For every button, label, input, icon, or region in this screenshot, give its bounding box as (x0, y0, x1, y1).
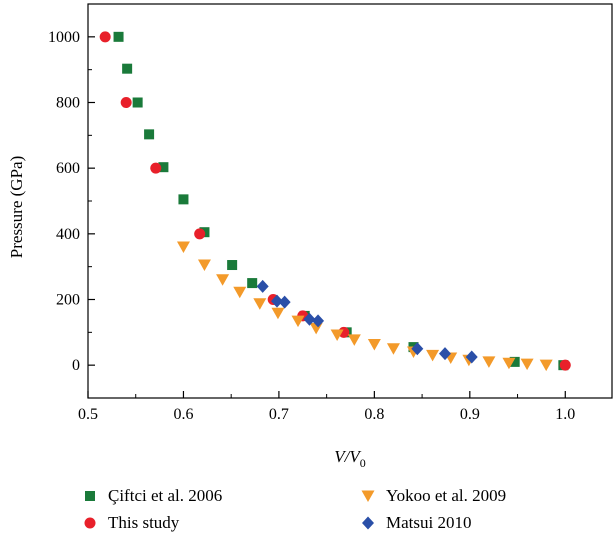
data-point-triangle-down (176, 241, 190, 253)
legend-item: Matsui 2010 (360, 513, 471, 533)
data-point-diamond (271, 294, 283, 308)
scatter-chart: 0.5 0.6 0.7 0.8 0.9 1.0 0 200 400 600 800 1000 Pre… (7, 3, 613, 470)
y-tick-label: 600 (56, 160, 80, 177)
data-point-diamond (312, 314, 325, 328)
data-point-diamond (411, 342, 424, 356)
data-point-triangle-down (253, 298, 267, 310)
data-point-square (158, 162, 169, 173)
y-tick-label: 200 (56, 292, 80, 309)
data-point-diamond (278, 295, 291, 309)
x-tick-label: 1.0 (555, 406, 575, 423)
data-point-triangle-down (502, 357, 516, 370)
x-axis: 0.5 0.6 0.7 0.8 0.9 1.0 (78, 391, 575, 423)
data-point-square (509, 356, 520, 367)
data-point-square (122, 63, 133, 74)
y-tick-label: 400 (56, 226, 80, 243)
legend-symbol-circle (84, 517, 96, 529)
data-point-circle (559, 359, 571, 371)
x-tick-label: 0.8 (364, 406, 384, 423)
data-point-diamond (465, 350, 478, 364)
series-circle (99, 31, 571, 371)
legend-label: Çiftci et al. 2006 (108, 486, 223, 505)
x-tick-label: 0.5 (78, 406, 98, 423)
x-tick-label: 0.6 (173, 406, 193, 423)
y-tick-label: 1000 (48, 29, 80, 46)
data-point-diamond (303, 312, 316, 326)
data-point-circle (194, 228, 206, 240)
data-point-triangle-down (520, 358, 534, 371)
data-point-square (113, 31, 124, 42)
data-point-triangle-down (216, 274, 230, 286)
legend-item: This study (82, 513, 179, 533)
plot-border (87, 3, 613, 399)
legend-marker (84, 517, 96, 529)
legend-marker (361, 490, 375, 502)
legend-marker (362, 516, 374, 530)
data-point-triangle-down (347, 334, 361, 346)
legend-label: Matsui 2010 (386, 513, 472, 532)
legend-marker (85, 491, 95, 501)
series-diamond (256, 279, 478, 364)
legend-item: Yokoo et al. 2009 (360, 486, 506, 506)
plot-frame (87, 3, 613, 399)
x-tick-label: 0.9 (460, 406, 480, 423)
y-axis-title: Pressure (GPa) (7, 156, 26, 258)
y-axis: 0 200 400 600 800 1000 (48, 29, 95, 374)
legend-symbol-square (85, 491, 95, 501)
y-axis-title-group: Pressure (GPa) (7, 156, 26, 258)
data-point-triangle-down (539, 359, 553, 372)
data-point-triangle-down (271, 307, 285, 320)
data-point-triangle-down (233, 286, 247, 299)
y-tick-label: 800 (56, 95, 80, 112)
data-point-square (247, 278, 258, 289)
data-point-diamond (439, 347, 451, 361)
data-markers (99, 31, 571, 372)
legend-label: Yokoo et al. 2009 (386, 486, 507, 505)
data-point-square (178, 194, 189, 205)
data-point-triangle-down (386, 343, 400, 355)
data-point-square (132, 97, 143, 108)
data-point-square (227, 260, 238, 271)
data-point-triangle-down (291, 315, 305, 328)
data-point-diamond (256, 279, 269, 293)
data-point-triangle-down (330, 329, 344, 341)
legend-symbol-diamond (362, 516, 374, 530)
legend-label: This study (108, 513, 180, 532)
data-point-triangle-down (426, 349, 440, 362)
legend-item: Çiftci et al. 2006 (82, 486, 222, 506)
legend: Çiftci et al. 2006 This study Yokoo et al.… (0, 480, 613, 537)
data-point-square (144, 129, 155, 140)
x-axis-title: V/V0 (334, 447, 366, 470)
data-point-circle (120, 97, 132, 108)
data-point-triangle-down (482, 356, 496, 368)
data-point-circle (150, 162, 162, 174)
data-point-triangle-down (367, 338, 381, 351)
data-point-circle (99, 31, 111, 43)
x-tick-label: 0.7 (269, 406, 289, 423)
y-tick-label: 0 (72, 357, 80, 374)
legend-symbol-triangle-down (361, 490, 375, 502)
data-point-triangle-down (197, 259, 211, 272)
series-square (113, 31, 569, 371)
